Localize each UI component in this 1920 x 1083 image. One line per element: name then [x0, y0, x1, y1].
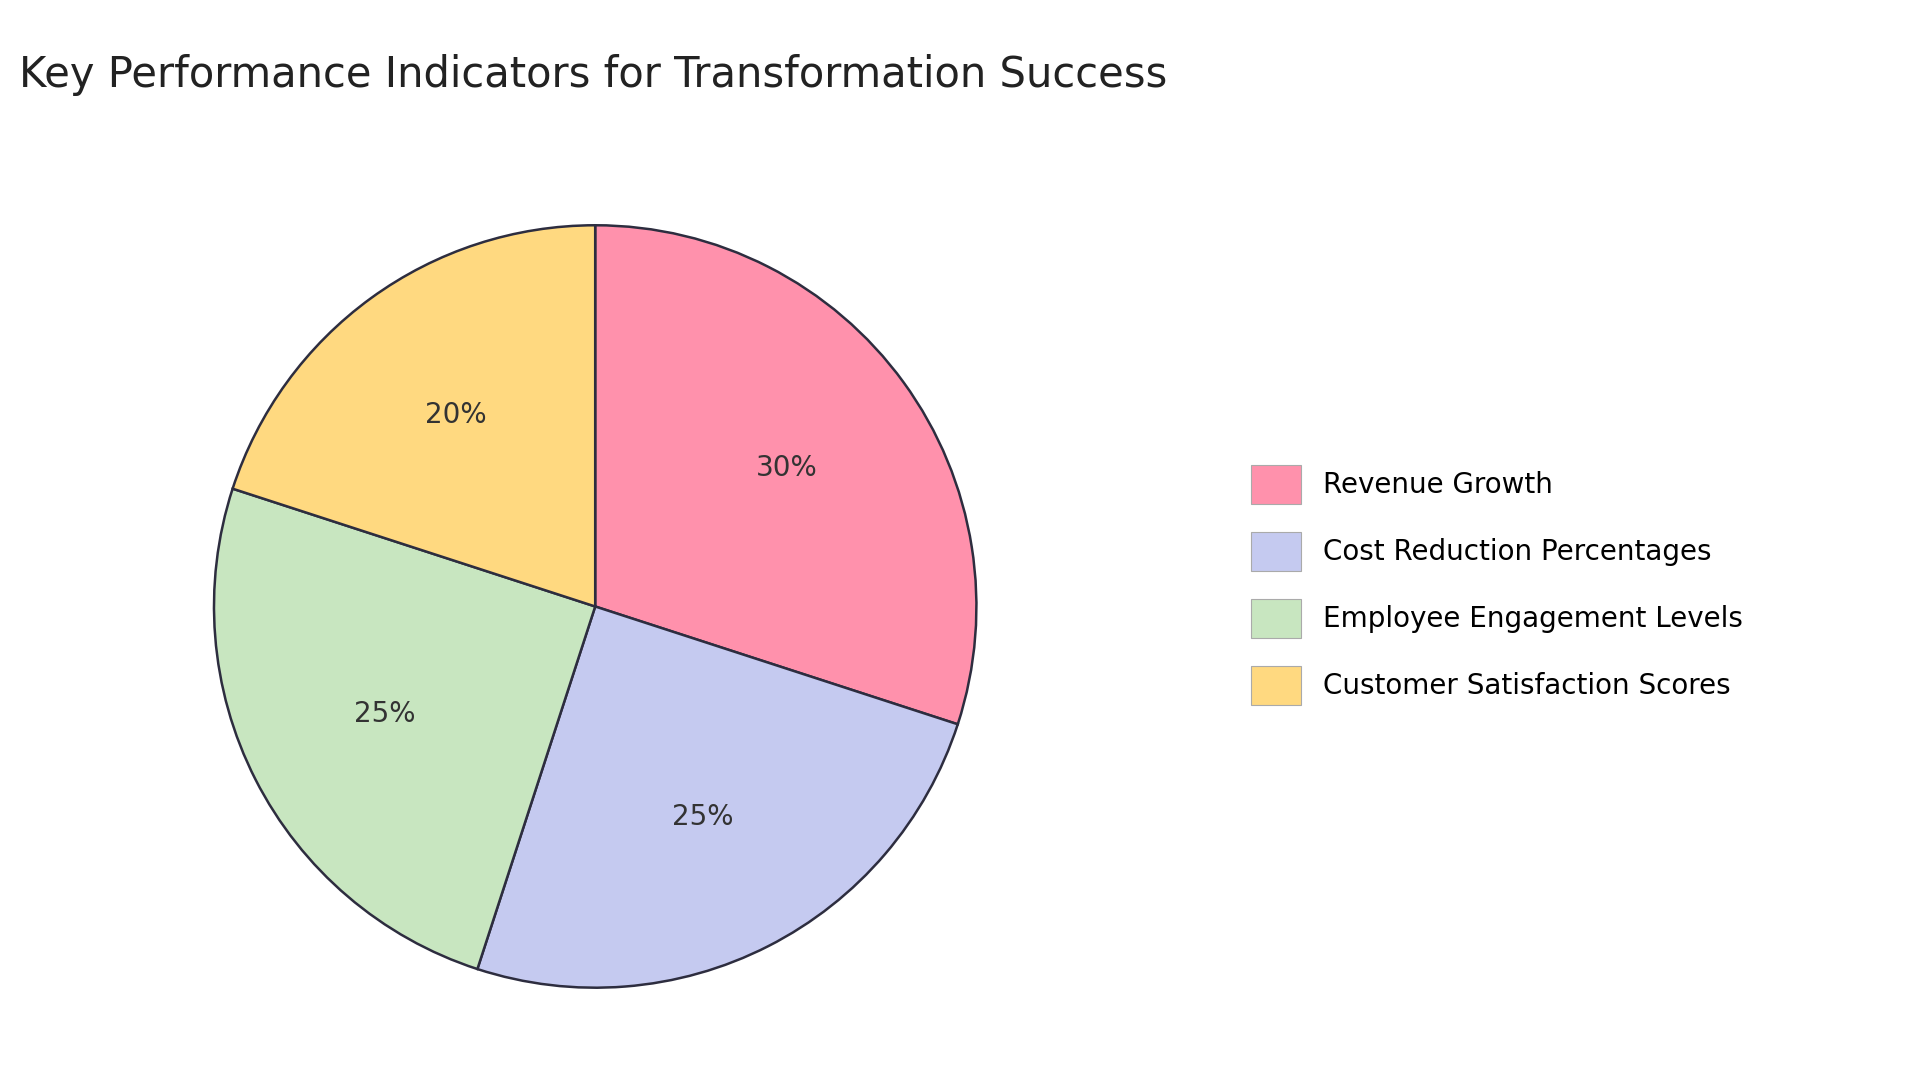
Wedge shape	[478, 606, 958, 988]
Wedge shape	[595, 225, 977, 725]
Text: Key Performance Indicators for Transformation Success: Key Performance Indicators for Transform…	[19, 54, 1167, 96]
Legend: Revenue Growth, Cost Reduction Percentages, Employee Engagement Levels, Customer: Revenue Growth, Cost Reduction Percentag…	[1223, 436, 1770, 733]
Text: 25%: 25%	[353, 700, 415, 728]
Text: 20%: 20%	[426, 402, 488, 429]
Wedge shape	[232, 225, 595, 606]
Text: 30%: 30%	[756, 454, 818, 482]
Text: 25%: 25%	[672, 804, 733, 831]
Wedge shape	[213, 488, 595, 969]
